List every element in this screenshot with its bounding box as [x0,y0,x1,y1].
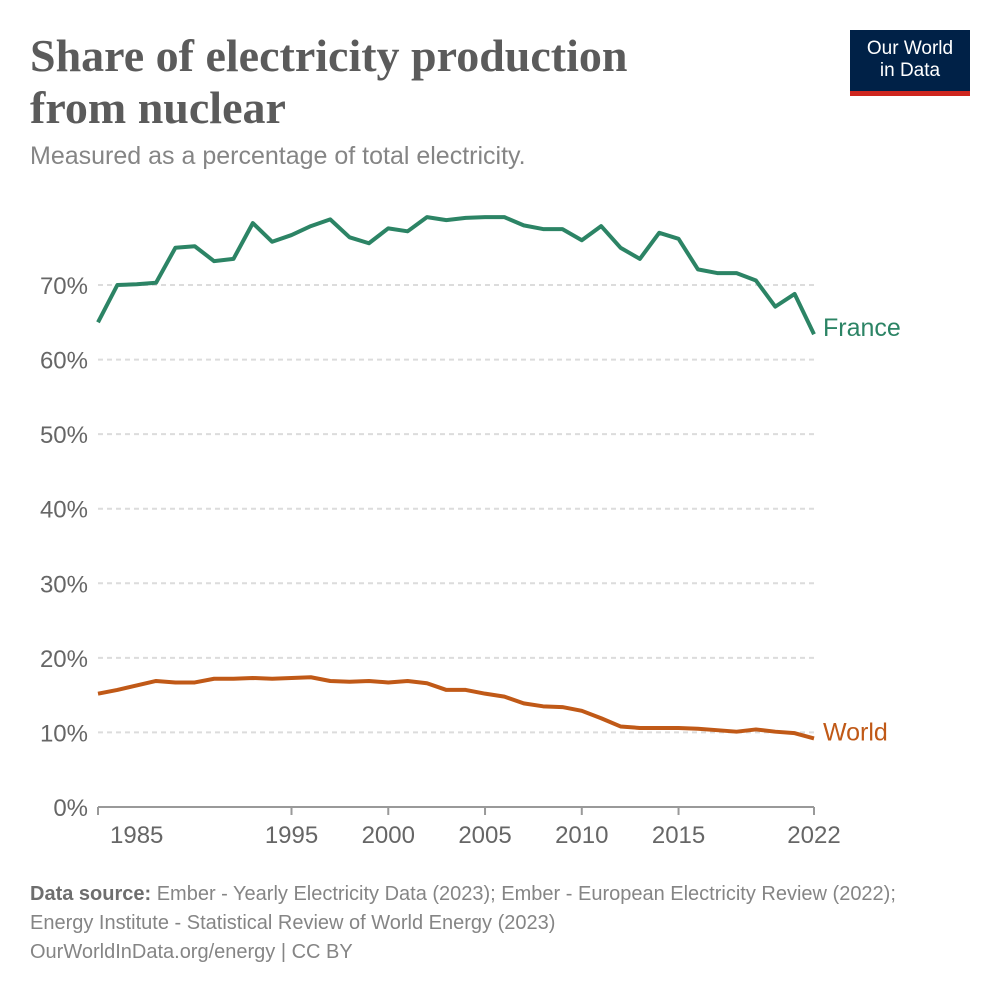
chart-subtitle: Measured as a percentage of total electr… [30,142,526,170]
series-label-france: France [823,314,901,342]
x-tick-label: 1985 [110,822,163,849]
y-tick-label: 70% [40,273,88,300]
chart-title: Share of electricity production from nuc… [30,30,628,133]
y-tick-label: 10% [40,720,88,747]
x-tick-label: 2010 [555,822,608,849]
y-tick-label: 40% [40,497,88,524]
source-label: Data source: [30,883,152,905]
y-tick-label: 0% [53,795,88,822]
data-source: Data source: Ember - Yearly Electricity … [30,880,930,938]
x-tick-label: 2005 [458,822,511,849]
y-tick-label: 30% [40,571,88,598]
y-tick-label: 50% [40,422,88,449]
owid-logo[interactable]: Our World in Data [850,30,970,96]
y-tick-label: 20% [40,646,88,673]
series-label-world: World [823,718,888,746]
series-line-world [97,675,815,741]
x-tick-label: 2000 [362,822,415,849]
x-tick-label: 1995 [265,822,318,849]
footer: Data source: Ember - Yearly Electricity … [30,880,930,967]
credit[interactable]: OurWorldInData.org/energy | CC BY [30,941,353,963]
logo-line2: in Data [879,60,941,81]
x-tick-label: 2015 [652,822,705,849]
logo-line1: Our World [866,38,954,59]
logo-accent-bar [850,91,970,96]
series-line-france [96,215,816,336]
x-tick-label: 2022 [787,822,840,849]
y-tick-label: 60% [40,348,88,375]
source-text: Ember - Yearly Electricity Data (2023); … [30,883,896,934]
